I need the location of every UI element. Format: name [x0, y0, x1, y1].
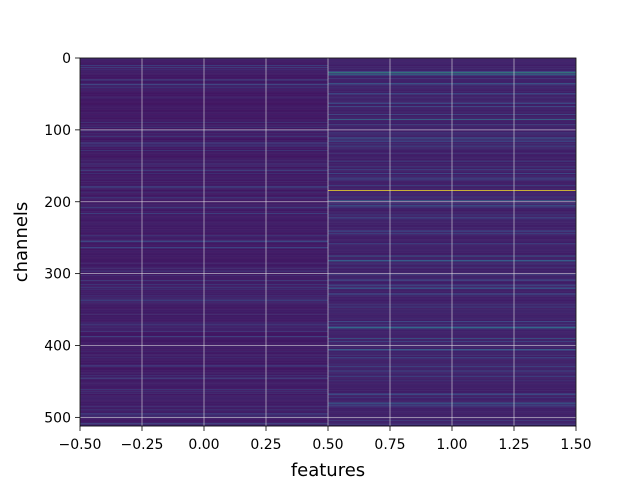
x-tick-label: 1.00 — [436, 437, 467, 453]
x-tick-label: 1.25 — [498, 437, 529, 453]
y-axis-ticks: 0 100 200 300 400 500 — [44, 51, 80, 426]
x-tick-label: 0.75 — [374, 437, 405, 453]
x-axis-ticks: −0.50 −0.25 0.00 0.25 0.50 0.75 1.00 1.25 1.50 — [59, 426, 592, 453]
x-axis-label: features — [291, 460, 365, 480]
x-tick-label: 1.50 — [560, 437, 591, 453]
y-tick-label: 300 — [44, 267, 71, 283]
y-tick-label: 500 — [44, 410, 71, 426]
x-tick-label: 0.00 — [188, 437, 219, 453]
y-tick-label: 0 — [62, 51, 71, 67]
y-tick-label: 100 — [44, 123, 71, 139]
x-tick-label: −0.50 — [59, 437, 102, 453]
x-tick-label: −0.25 — [121, 437, 164, 453]
x-tick-label: 0.25 — [250, 437, 281, 453]
y-axis-label: channels — [11, 202, 32, 283]
y-tick-label: 200 — [44, 195, 71, 211]
plot-area — [79, 57, 577, 427]
y-tick-label: 400 — [44, 339, 71, 355]
x-tick-label: 0.50 — [312, 437, 343, 453]
